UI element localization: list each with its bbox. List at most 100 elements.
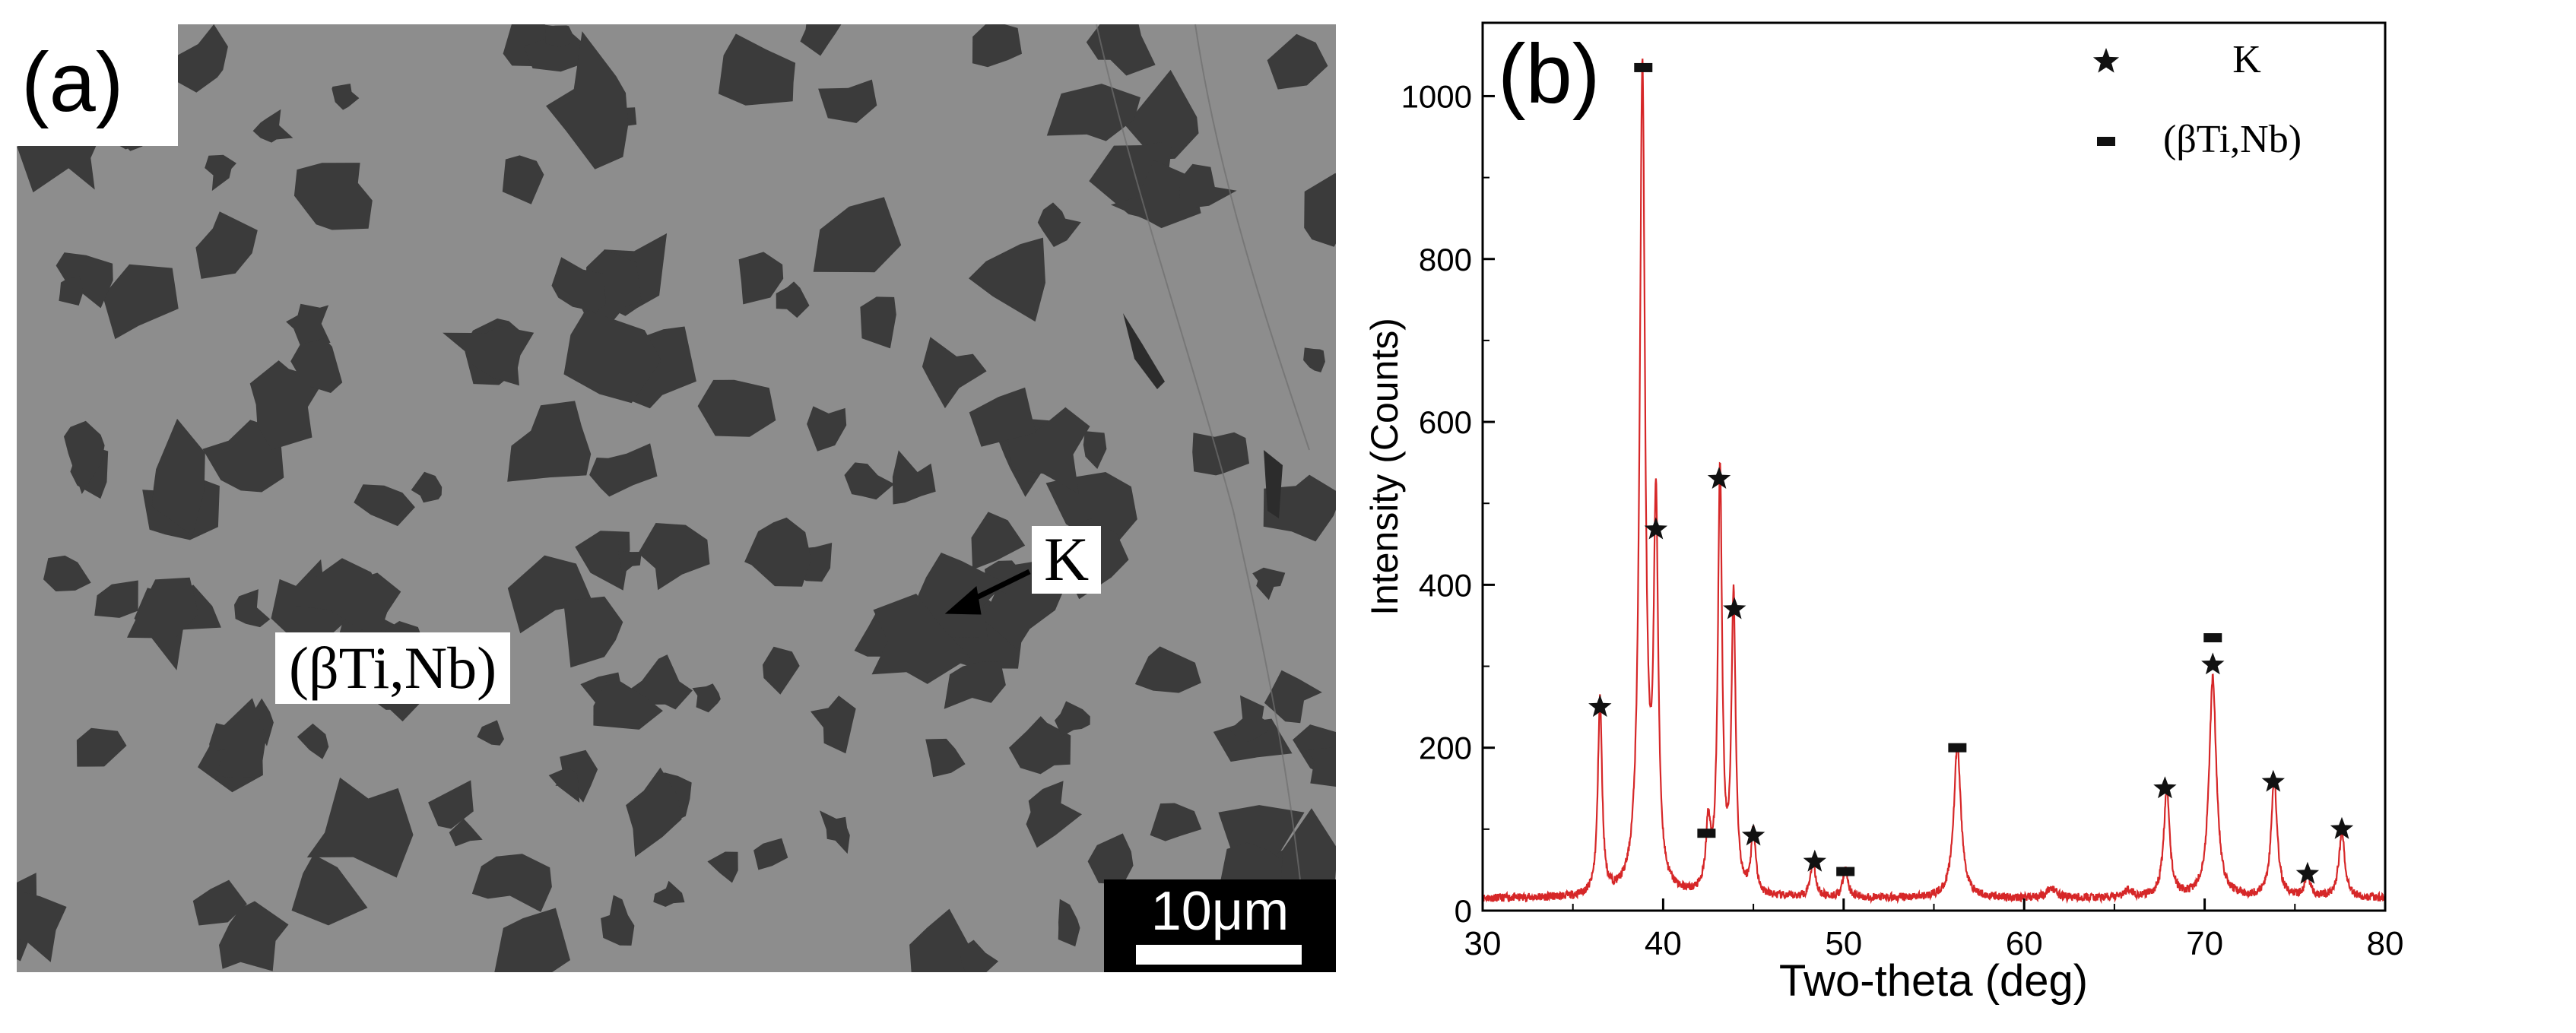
particle xyxy=(195,211,258,279)
particle xyxy=(192,879,247,926)
particle xyxy=(443,326,535,386)
particle xyxy=(94,580,138,618)
particle xyxy=(563,596,623,668)
particle xyxy=(744,517,811,587)
particle xyxy=(1083,431,1107,469)
particle xyxy=(293,558,382,631)
particle xyxy=(601,895,635,946)
particle xyxy=(776,281,810,318)
particle xyxy=(626,767,682,857)
particle xyxy=(1304,173,1336,247)
particle xyxy=(629,654,693,710)
particle xyxy=(1026,781,1082,848)
legend-bar-symbol xyxy=(2097,137,2115,146)
x-axis-label: Two-theta (deg) xyxy=(1779,956,2088,1006)
scale-bar-label: 10μm xyxy=(1150,881,1290,942)
phase-label-beta-ti-nb: (βTi,Nb) xyxy=(275,632,511,704)
particle xyxy=(692,683,721,713)
scale-bar-box: 10μm xyxy=(1104,879,1336,972)
particle xyxy=(892,450,936,505)
legend-label: K xyxy=(2232,38,2261,81)
particle xyxy=(219,901,289,971)
legend-star-symbol xyxy=(2092,48,2120,73)
particle xyxy=(575,531,630,591)
beta-ti-nb-marker xyxy=(2203,633,2222,643)
particle xyxy=(653,880,685,907)
particle xyxy=(1007,407,1090,494)
particle xyxy=(810,696,856,754)
particle xyxy=(252,109,293,143)
particle xyxy=(151,418,205,536)
particle xyxy=(925,738,966,778)
panel-a-label-box: (a) xyxy=(17,24,178,146)
x-tick-label: 40 xyxy=(1645,925,1682,962)
particle xyxy=(43,555,91,591)
particle xyxy=(589,443,658,497)
particle xyxy=(1150,803,1202,841)
particle xyxy=(617,551,642,575)
x-tick-label: 30 xyxy=(1464,925,1502,962)
particle xyxy=(1229,695,1276,742)
particle xyxy=(1037,202,1081,247)
particle xyxy=(127,577,198,638)
particle xyxy=(1305,744,1336,787)
particle xyxy=(293,163,373,230)
particle xyxy=(969,237,1045,322)
particle xyxy=(813,197,902,273)
particle xyxy=(844,462,895,500)
particle xyxy=(428,780,474,829)
particle-label-k: K xyxy=(1032,525,1102,594)
particle xyxy=(819,810,850,854)
particle xyxy=(172,24,228,93)
particle xyxy=(1055,701,1090,737)
particle xyxy=(909,908,975,972)
k-phase-marker xyxy=(2295,861,2320,884)
particle xyxy=(286,303,331,347)
particle xyxy=(807,406,847,452)
legend-label: (βTi,Nb) xyxy=(2163,118,2302,161)
particle xyxy=(545,25,576,47)
particle xyxy=(290,337,343,393)
beta-ti-nb-marker xyxy=(1697,829,1716,838)
k-phase-marker xyxy=(1644,517,1668,540)
particle xyxy=(860,296,896,349)
particle xyxy=(332,84,360,110)
k-phase-marker xyxy=(2153,776,2177,799)
sem-micrograph-panel: (a) (βTi,Nb) K 10μm xyxy=(17,24,1336,972)
y-tick-label: 400 xyxy=(1419,567,1472,603)
k-phase-marker xyxy=(1707,467,1731,489)
k-phase-marker xyxy=(1741,823,1765,846)
particle xyxy=(249,360,321,450)
k-phase-marker xyxy=(2201,652,2225,675)
particle xyxy=(972,24,1022,68)
legend: K (βTi,Nb) xyxy=(2092,38,2302,161)
particle xyxy=(354,484,415,527)
particle xyxy=(959,940,999,972)
particle xyxy=(507,555,593,634)
particle xyxy=(471,854,552,912)
particle xyxy=(944,661,1006,709)
x-tick-label: 60 xyxy=(2006,925,2043,962)
particle xyxy=(494,908,570,972)
particle xyxy=(1058,898,1080,947)
particle xyxy=(291,854,368,926)
particle xyxy=(871,594,970,684)
particle xyxy=(818,79,877,123)
beta-ti-nb-marker xyxy=(1634,62,1653,72)
k-phase-marker xyxy=(1803,849,1826,872)
particle xyxy=(548,768,580,803)
particle xyxy=(507,401,592,482)
particle xyxy=(411,471,443,503)
particle xyxy=(1046,84,1140,141)
particle xyxy=(449,819,483,847)
particle xyxy=(971,512,1026,570)
k-phase-marker xyxy=(1723,597,1746,619)
scale-bar xyxy=(1136,945,1302,965)
particle xyxy=(763,646,800,695)
particle xyxy=(1134,646,1201,693)
particle xyxy=(551,257,606,312)
particle xyxy=(202,420,284,493)
particle xyxy=(1009,716,1071,775)
sem-micrograph xyxy=(17,24,1336,972)
particle xyxy=(753,838,788,870)
